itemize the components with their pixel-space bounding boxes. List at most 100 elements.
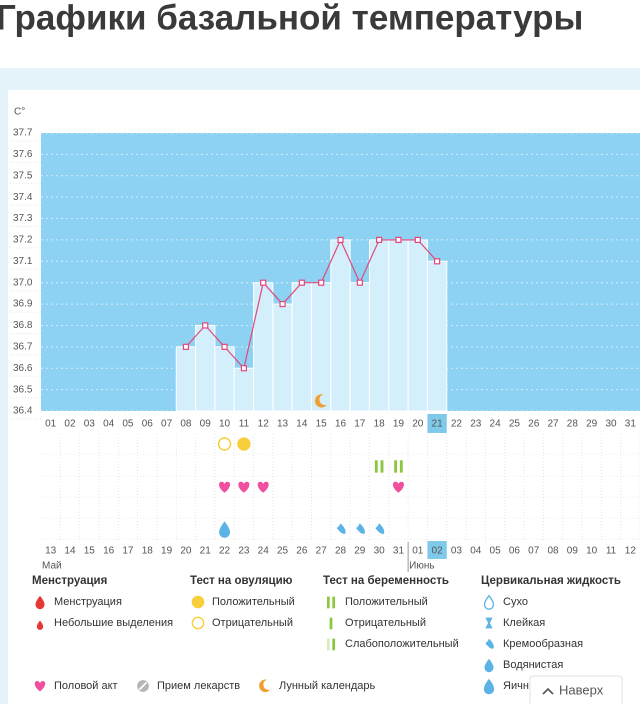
cycle-day-label: 13 (277, 419, 289, 430)
icon-shape (257, 481, 269, 493)
legend-icon (483, 594, 495, 610)
icon-shape (375, 523, 385, 534)
legend-icon (329, 617, 333, 630)
icon-shape (326, 638, 330, 651)
event-marker (219, 481, 231, 493)
temperature-point (182, 343, 190, 350)
y-tick-label: 36.5 (13, 384, 33, 395)
y-tick-label: 37.4 (13, 192, 33, 203)
date-label: 06 (509, 546, 521, 557)
legend-label: Небольшие выделения (54, 617, 173, 629)
cycle-day-label: 17 (354, 419, 366, 430)
date-label: 01 (412, 546, 424, 557)
back-to-top[interactable]: Наверх (529, 675, 623, 704)
date-label: 09 (567, 546, 579, 557)
cycle-day-label: 30 (605, 419, 617, 430)
cycle-day-label: 14 (296, 419, 308, 430)
temperature-column (426, 260, 448, 412)
icon-shape (326, 596, 330, 609)
date-label: 19 (161, 546, 173, 557)
icon-shape (217, 437, 232, 451)
temperature-column (311, 282, 332, 412)
temperature-column (291, 282, 313, 412)
cycle-day-label: 12 (258, 419, 270, 430)
cycle-day-label: 29 (586, 419, 598, 430)
icon-shape (191, 595, 205, 609)
cycle-day-label: 02 (64, 419, 76, 430)
legend-label: Менструация (54, 596, 122, 608)
icon-shape (219, 521, 231, 538)
cycle-day-label: 18 (374, 419, 386, 430)
icon-shape (259, 679, 271, 693)
icon-shape (36, 620, 44, 630)
cycle-day-label: 04 (103, 419, 115, 430)
legend-heading: Тест на овуляцию (190, 575, 293, 587)
date-label: 15 (84, 546, 96, 557)
temperature-point (221, 343, 228, 350)
y-tick-label: 37.0 (13, 277, 33, 288)
temperature-point (356, 279, 363, 286)
date-label: 03 (451, 546, 463, 557)
temperature-point (376, 236, 383, 244)
date-label: 12 (625, 546, 637, 557)
icon-shape (238, 481, 250, 493)
icon-shape (329, 617, 333, 630)
temperature-point (337, 236, 344, 244)
legend-label: Половой акт (54, 680, 118, 692)
event-marker (238, 481, 250, 493)
event-marker (392, 481, 404, 493)
cycle-day-label: 03 (84, 419, 96, 430)
back-to-top-label[interactable]: Наверх (559, 682, 604, 697)
legend-label: Отрицательный (345, 617, 426, 629)
event-marker (217, 437, 232, 451)
icon-shape (485, 617, 493, 629)
cycle-day-label: 20 (412, 419, 424, 430)
legend-icon (259, 679, 271, 693)
legend-heading: Тест на беременность (323, 575, 449, 587)
icon-shape (237, 437, 251, 451)
cycle-day-label: 08 (180, 419, 192, 430)
y-tick-label: 36.7 (13, 341, 33, 352)
date-label: 14 (64, 546, 76, 557)
temperature-column (407, 239, 428, 412)
event-marker (219, 521, 231, 538)
highlight-date (427, 541, 447, 559)
date-label: 07 (528, 546, 540, 557)
temperature-column (253, 282, 274, 412)
temperature-point (318, 279, 325, 286)
temperature-point (298, 279, 305, 286)
icon-shape (356, 523, 365, 534)
temperature-point (414, 236, 421, 244)
date-label: 26 (296, 546, 308, 557)
legend-icon (36, 620, 44, 630)
temperature-point (202, 322, 209, 329)
date-label: 27 (316, 546, 328, 557)
temperature-column (388, 239, 409, 412)
back-to-top-button[interactable] (529, 675, 623, 704)
y-tick-label: 37.3 (13, 213, 33, 224)
icon-shape (35, 595, 45, 610)
temperature-column (272, 303, 293, 412)
y-tick-label: 36.9 (13, 299, 33, 310)
legend-heading: Цервикальная жидкость (481, 575, 621, 587)
event-marker (394, 460, 403, 473)
temperature-line (185, 238, 438, 370)
date-label: 24 (258, 546, 270, 557)
cycle-day-label: 27 (547, 419, 559, 430)
icon-shape (392, 481, 404, 493)
icon-shape (336, 523, 346, 534)
icon-shape (34, 681, 46, 692)
icon-shape (314, 394, 327, 408)
cycle-day-label: 25 (509, 419, 521, 430)
y-tick-label: 37.5 (13, 170, 33, 181)
icon-shape (483, 678, 495, 695)
temperature-point (395, 236, 402, 244)
date-label: 30 (374, 546, 386, 557)
legend-icon (35, 595, 45, 610)
temperature-point (434, 258, 441, 265)
icon-shape (219, 481, 231, 493)
cycle-day-label: 24 (490, 419, 502, 430)
temperature-column (195, 324, 216, 412)
event-marker (356, 523, 365, 534)
icon-shape (394, 460, 398, 473)
